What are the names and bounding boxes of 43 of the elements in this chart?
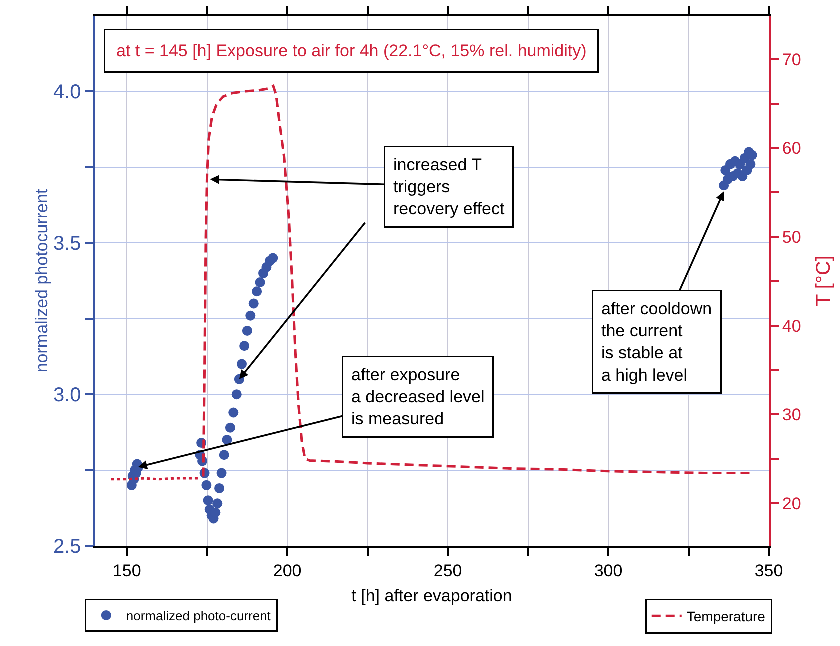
point <box>222 435 232 445</box>
point <box>240 341 250 352</box>
x-axis-title: t [h] after evaporation <box>352 586 512 606</box>
y-tick-label: 4.0 <box>53 82 82 104</box>
y2-axis-title: T [°C] <box>813 256 835 306</box>
point <box>242 326 252 336</box>
annotation: at t = 145 [h] Exposure to air for 4h (22.1°C, 15% rel. humidity) <box>116 42 587 60</box>
point <box>246 310 256 321</box>
y2-tick-label: 60 <box>782 139 802 158</box>
x-tick-label: 150 <box>112 561 142 580</box>
y2-tick-label: 50 <box>782 228 802 248</box>
annotation: after cooldown the current is stable at a high level <box>602 300 712 385</box>
point <box>225 422 236 433</box>
point <box>255 278 266 288</box>
x-tick-label: 200 <box>273 561 302 580</box>
point <box>216 468 227 478</box>
y2-tick-label: 30 <box>782 406 802 425</box>
point <box>252 286 262 297</box>
y-tick-label: 2.5 <box>53 536 82 558</box>
y-tick-label: 3.5 <box>53 233 82 256</box>
point <box>248 298 259 309</box>
point <box>202 480 212 490</box>
y2-tick-label: 20 <box>782 494 802 514</box>
x-tick-label: 250 <box>434 561 462 580</box>
point <box>219 450 230 460</box>
x-tick-label: 300 <box>594 561 623 580</box>
point <box>268 253 278 264</box>
x-tick-label: 350 <box>754 561 784 580</box>
point <box>214 483 225 494</box>
legend-label: normalized photo-current <box>126 608 272 624</box>
legend-label: Temperature <box>686 608 766 625</box>
annotation: after exposure a decreased level is measured <box>352 366 485 429</box>
annotation: increased T triggers recovery effect <box>394 156 505 219</box>
y2-tick-label: 40 <box>782 316 802 336</box>
point <box>232 390 242 400</box>
y-tick-label: 3.0 <box>53 384 82 407</box>
y2-tick-label: 70 <box>782 50 802 70</box>
point <box>237 359 247 370</box>
point <box>746 159 756 170</box>
point <box>212 498 223 509</box>
y-axis-title: normalized photocurrent <box>32 189 52 373</box>
point <box>203 496 214 506</box>
point <box>228 408 239 418</box>
